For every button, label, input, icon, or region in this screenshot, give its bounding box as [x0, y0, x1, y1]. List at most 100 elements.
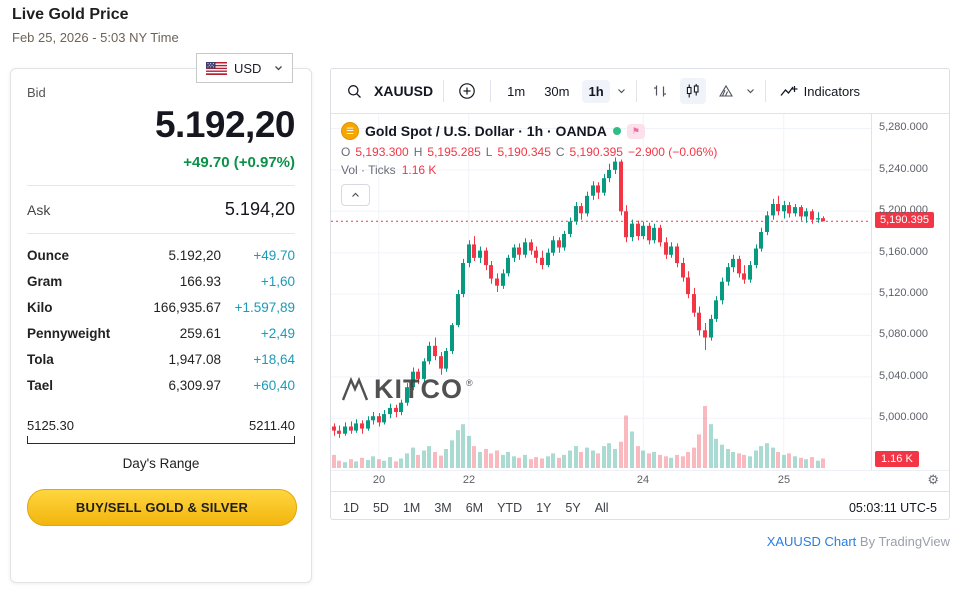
volume-badge: 1.16 K: [875, 451, 919, 467]
low-label: L: [485, 145, 493, 159]
open-value: 5,193.300: [355, 145, 409, 159]
currency-selector[interactable]: USD: [196, 53, 293, 83]
style-menu-chevron-icon[interactable]: [746, 88, 755, 94]
divider: [490, 80, 492, 102]
buy-sell-button[interactable]: BUY/SELL GOLD & SILVER: [27, 489, 297, 526]
table-row: Tael 6,309.97 +60,40: [27, 372, 295, 398]
day-range-high: 5211.40: [248, 418, 295, 433]
kitco-logo-icon: [341, 376, 369, 401]
range-button-ytd[interactable]: YTD: [497, 501, 523, 515]
gear-icon[interactable]: ⚙: [927, 472, 939, 487]
unit-price-table: Ounce 5.192,20 +49.70 Gram 166.93 +1,60 …: [27, 242, 295, 398]
volume-label: Vol · Ticks: [341, 163, 396, 177]
bars-style-icon[interactable]: [647, 78, 673, 104]
open-label: O: [341, 145, 351, 159]
collapse-legend-button[interactable]: [341, 184, 370, 206]
candles-style-icon[interactable]: [679, 78, 706, 104]
table-row: Pennyweight 259.61 +2,49: [27, 320, 295, 346]
time-axis-label: 20: [372, 474, 386, 486]
unit-change: +60,40: [253, 377, 295, 393]
bid-price: 5.192,20: [154, 104, 296, 145]
price-axis-label: 5,160.000: [879, 246, 928, 258]
time-axis-label: 25: [777, 474, 791, 486]
kitco-watermark: KITCO ®: [341, 376, 473, 403]
divider: [27, 185, 295, 186]
chart-clock[interactable]: 05:03:11 UTC-5: [848, 501, 937, 515]
range-button-6m[interactable]: 6M: [465, 501, 484, 515]
price-axis-label: 5,280.000: [879, 121, 928, 133]
area-style-icon[interactable]: [713, 78, 739, 104]
day-range-bracket: [27, 436, 295, 444]
table-row: Ounce 5.192,20 +49.70: [27, 242, 295, 268]
price-axis-label: 5,080.000: [879, 328, 928, 340]
divider: [27, 233, 295, 234]
price-axis-label: 5,040.000: [879, 370, 928, 382]
high-value: 5,195.285: [427, 145, 481, 159]
chart-attribution: XAUUSD Chart By TradingView: [766, 534, 950, 549]
price-axis-label: 5,240.000: [879, 163, 928, 175]
divider: [764, 80, 766, 102]
divider: [443, 80, 445, 102]
market-status-dot-icon: [612, 127, 621, 135]
change-value: −2.900 (−0.06%): [627, 145, 718, 159]
unit-label: Ounce: [27, 247, 70, 263]
table-row: Tola 1,947.08 +18,64: [27, 346, 295, 372]
chart-body: ☰ Gold Spot / U.S. Dollar · 1h · OANDA ⚑…: [331, 114, 949, 470]
range-button-5d[interactable]: 5D: [372, 501, 389, 515]
indicators-button[interactable]: Indicators: [780, 84, 860, 99]
bid-change: +49.70 (+0.97%): [183, 154, 295, 171]
bid-label: Bid: [27, 85, 46, 100]
chart-toolbar: XAUUSD 1m 30m 1h Indicators: [331, 69, 949, 114]
symbol-button[interactable]: XAUUSD: [374, 83, 434, 99]
range-button-1m[interactable]: 1M: [402, 501, 421, 515]
chart-bottom-bar: 1D 5D 1M 3M 6M YTD 1Y 5Y All 05:03:11 UT…: [331, 491, 949, 524]
timeframe-30m[interactable]: 30m: [544, 83, 570, 99]
unit-label: Tola: [27, 351, 54, 367]
unit-value: 166.93: [179, 273, 221, 289]
page-date: Feb 25, 2026 - 5:03 NY Time: [12, 30, 179, 45]
table-row: Gram 166.93 +1,60: [27, 268, 295, 294]
price-axis[interactable]: 5,190.395 1.16 K 5,280.000 5,240.000 5,200…: [871, 114, 949, 470]
close-value: 5,190.395: [569, 145, 623, 159]
range-button-1y[interactable]: 1Y: [536, 501, 552, 515]
timeframe-1h[interactable]: 1h: [582, 79, 610, 103]
table-row: Kilo 166,935.67 +1.597,89: [27, 294, 295, 320]
unit-change: +18,64: [253, 351, 295, 367]
legend-title[interactable]: Gold Spot / U.S. Dollar · 1h · OANDA: [365, 123, 607, 139]
unit-change: +49.70: [253, 247, 295, 263]
time-axis-label: 22: [462, 474, 476, 486]
range-button-all[interactable]: All: [594, 501, 609, 515]
currency-code: USD: [234, 60, 262, 76]
unit-value: 5.192,20: [168, 247, 221, 263]
flag-icon[interactable]: ⚑: [626, 123, 645, 139]
compare-add-icon[interactable]: [454, 78, 480, 104]
gold-coin-icon: ☰: [341, 122, 359, 140]
divider: [635, 80, 637, 102]
page-title: Live Gold Price: [12, 6, 129, 23]
ask-label: Ask: [27, 201, 51, 218]
chart-attribution-link[interactable]: XAUUSD Chart: [766, 534, 857, 549]
range-button-1d[interactable]: 1D: [343, 501, 359, 515]
unit-change: +2,49: [260, 325, 295, 341]
range-button-3m[interactable]: 3M: [434, 501, 452, 515]
price-axis-label: 5,120.000: [879, 287, 928, 299]
chevron-down-icon: [274, 65, 283, 71]
ohlc-values: O 5,193.300 H 5,195.285 L 5,190.345 C 5,190.…: [341, 145, 717, 159]
unit-label: Tael: [27, 377, 54, 393]
unit-change: +1,60: [260, 273, 295, 289]
price-chart[interactable]: ☰ Gold Spot / U.S. Dollar · 1h · OANDA ⚑…: [331, 114, 871, 470]
registered-mark: ®: [466, 378, 473, 388]
time-axis[interactable]: ⚙ 20 22 24 25: [331, 470, 949, 491]
unit-value: 1,947.08: [168, 351, 221, 367]
chart-legend: ☰ Gold Spot / U.S. Dollar · 1h · OANDA ⚑…: [341, 122, 717, 206]
unit-change: +1.597,89: [234, 299, 295, 315]
search-icon[interactable]: [341, 78, 367, 104]
timeframe-menu-chevron-icon[interactable]: [617, 88, 626, 94]
unit-value: 166,935.67: [153, 299, 221, 315]
timeframe-1m[interactable]: 1m: [507, 83, 526, 99]
low-value: 5,190.345: [497, 145, 551, 159]
close-label: C: [555, 145, 565, 159]
last-price-badge: 5,190.395: [875, 212, 934, 228]
range-button-5y[interactable]: 5Y: [565, 501, 581, 515]
unit-value: 6,309.97: [168, 377, 221, 393]
